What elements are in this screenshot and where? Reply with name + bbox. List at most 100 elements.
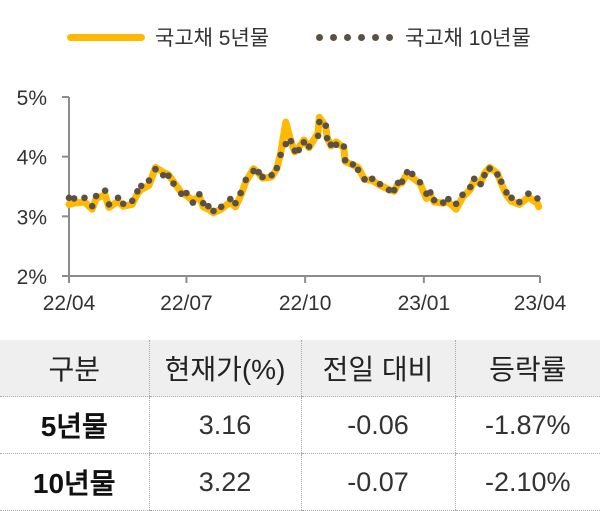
series-10y-point xyxy=(385,186,393,194)
series-10y-point xyxy=(134,187,141,195)
series-10y-point xyxy=(81,194,88,202)
series-10y-point xyxy=(114,194,122,202)
series-10y-point xyxy=(445,195,452,203)
series-10y-point xyxy=(65,194,73,202)
x-tick-label: 22/10 xyxy=(279,292,332,315)
series-10y-point xyxy=(105,201,113,208)
legend-item-10y: 국고채 10년물 xyxy=(316,22,531,52)
y-tick-label: 4% xyxy=(17,147,47,170)
series-10y-point xyxy=(525,190,532,197)
header-category: 구분 xyxy=(0,340,149,397)
series-10y-point xyxy=(159,171,167,179)
series-10y-point xyxy=(300,139,308,146)
series-10y-point xyxy=(88,202,96,210)
header-current: 현재가(%) xyxy=(148,340,301,397)
series-10y-point xyxy=(282,140,290,148)
series-10y-point xyxy=(305,143,313,150)
series-10y-point xyxy=(439,199,447,206)
series-10y-point xyxy=(516,198,523,206)
series-10y-point xyxy=(403,168,411,176)
series-10y-point xyxy=(277,151,284,159)
series-10y-point xyxy=(376,180,384,188)
series-10y-point xyxy=(467,183,474,191)
series-10y-point xyxy=(165,172,172,180)
series-10y-point xyxy=(273,164,281,172)
yield-line-chart: 2% 3% 4% 5% 22/04 22/07 22/10 23/01 23/04 xyxy=(17,87,567,315)
series-10y-point xyxy=(287,137,295,145)
series-10y-point xyxy=(189,199,197,206)
series-10y-point xyxy=(470,175,478,183)
series-10y-point xyxy=(170,180,177,187)
legend-item-5y: 국고채 5년물 xyxy=(67,22,269,52)
series-10y-point xyxy=(341,156,349,164)
series-10y-point xyxy=(322,122,330,129)
series-10y-point xyxy=(295,146,302,154)
current-value: 3.16 xyxy=(148,396,301,454)
x-tick-label: 23/04 xyxy=(514,292,567,315)
series-10y-point xyxy=(427,189,434,196)
current-value: 3.22 xyxy=(148,453,301,511)
series-10y-point xyxy=(481,171,488,179)
change-value: -0.06 xyxy=(300,396,455,454)
table-row: 5년물 3.16 -0.06 -1.87% xyxy=(0,396,600,454)
series-10y-point xyxy=(477,180,484,188)
yield-table: 구분 현재가(%) 전일 대비 등락률 5년물 3.16 -0.06 -1.87… xyxy=(0,340,600,511)
series-10y-point xyxy=(250,167,257,175)
series-10y-point xyxy=(408,170,416,178)
series-10y-point xyxy=(497,178,505,186)
row-label: 5년물 xyxy=(0,396,149,454)
series-10y-point xyxy=(177,190,185,197)
series-10y-point xyxy=(340,143,348,150)
series-10y-point xyxy=(232,199,239,207)
table-row: 10년물 3.22 -0.07 -2.10% xyxy=(0,453,600,511)
y-tick-label: 5% xyxy=(17,87,47,110)
series-10y-point xyxy=(452,200,460,208)
rate-value: -1.87% xyxy=(454,396,600,454)
x-tick-label: 23/01 xyxy=(398,292,451,315)
series-10y-point xyxy=(70,195,78,202)
series-10y-point xyxy=(508,194,515,202)
series-10y-point xyxy=(503,189,510,196)
table-header-row: 구분 현재가(%) 전일 대비 등락률 xyxy=(0,340,600,397)
series-10y-point xyxy=(361,176,368,183)
legend-label: 국고채 10년물 xyxy=(405,27,531,50)
series-10y-point xyxy=(316,118,323,126)
x-tick-label: 22/04 xyxy=(43,292,96,315)
series-10y-point xyxy=(145,177,153,184)
series-10y-point xyxy=(486,165,493,172)
series-10y-point xyxy=(255,168,262,176)
series-10y-point xyxy=(101,187,109,194)
series-10y-point xyxy=(534,195,541,202)
change-value: -0.07 xyxy=(300,453,455,511)
series-10y-point xyxy=(430,196,438,204)
x-tick-label: 22/07 xyxy=(160,292,213,315)
legend-line-swatch xyxy=(67,33,145,41)
series-10y-point xyxy=(237,189,244,197)
series-10y-point xyxy=(199,199,207,207)
series-10y-point xyxy=(323,134,331,142)
series-10y-point xyxy=(137,182,145,190)
series-5y-line xyxy=(65,113,543,217)
series-10y-point xyxy=(332,141,340,149)
series-10y-point xyxy=(268,171,275,179)
y-tick-label: 2% xyxy=(17,266,47,289)
header-change: 전일 대비 xyxy=(300,340,455,397)
rate-value: -2.10% xyxy=(454,453,600,511)
series-10y-point xyxy=(494,171,501,178)
series-10y-point xyxy=(354,166,362,174)
series-10y-point xyxy=(205,202,212,210)
series-10y-point xyxy=(327,141,335,149)
series-10y-point xyxy=(368,175,376,183)
series-10y-point xyxy=(242,176,250,184)
series-10y-point xyxy=(119,200,127,208)
series-10y-point xyxy=(390,186,398,194)
row-label: 10년물 xyxy=(0,453,149,511)
y-tick-label: 3% xyxy=(17,206,47,229)
series-10y-point xyxy=(398,178,406,186)
series-10y-point xyxy=(196,190,203,198)
series-10y-point xyxy=(314,132,322,140)
series-10y-point xyxy=(128,197,136,205)
series-10y-point xyxy=(349,161,357,168)
chart-legend: 국고채 5년물 국고채 10년물 xyxy=(0,22,600,52)
legend-dots-swatch xyxy=(316,33,393,41)
